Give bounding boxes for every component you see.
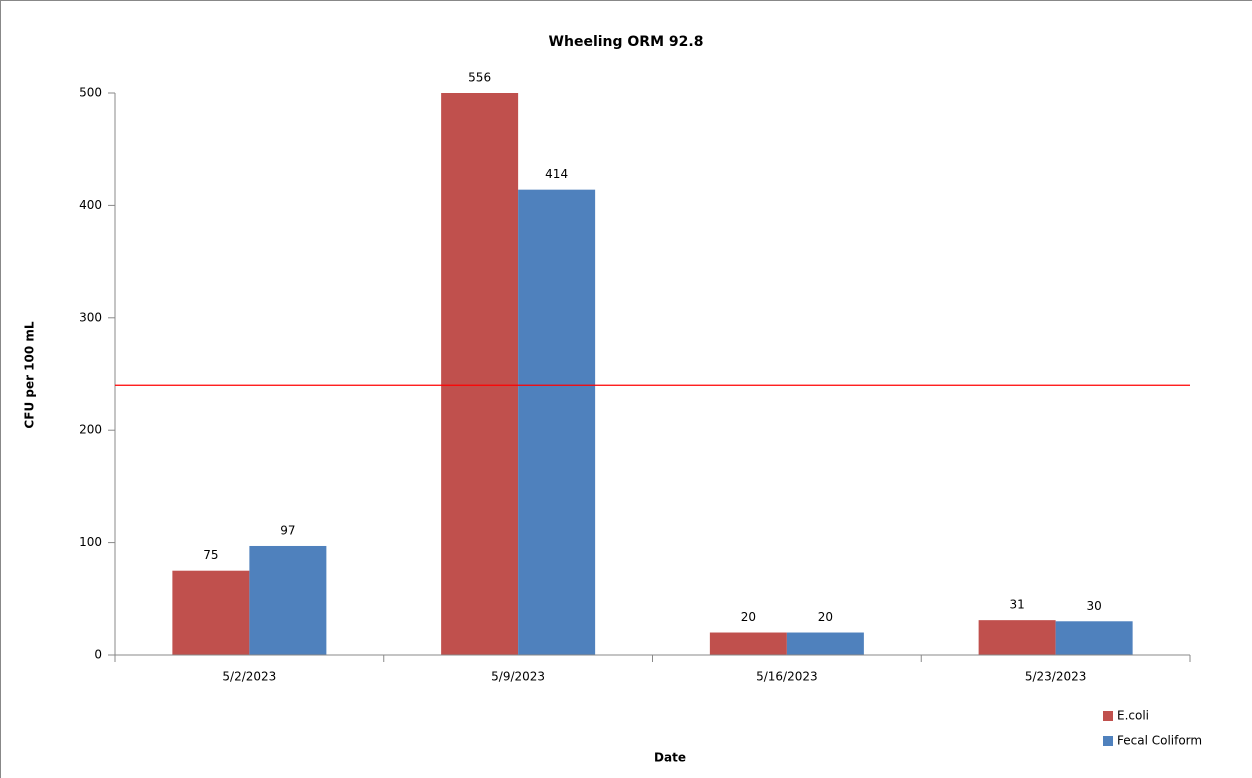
bar: [1055, 621, 1133, 655]
data-label: 75: [203, 548, 218, 562]
legend-swatch: [1103, 736, 1113, 746]
data-label: 556: [468, 71, 491, 85]
data-label: 30: [1086, 599, 1101, 613]
y-tick-label: 400: [79, 198, 102, 212]
bar: [709, 632, 787, 655]
y-axis-label: CFU per 100 mL: [23, 321, 37, 428]
bar: [249, 545, 327, 655]
y-tick-label: 100: [79, 535, 102, 549]
x-axis-label: Date: [654, 751, 686, 765]
bar: [978, 620, 1056, 655]
data-label: 31: [1009, 598, 1024, 612]
y-tick-label: 500: [79, 86, 102, 100]
y-tick-label: 300: [79, 310, 102, 324]
x-tick-label: 5/23/2023: [1025, 670, 1087, 684]
legend-swatch: [1103, 711, 1113, 721]
chart-title: Wheeling ORM 92.8: [549, 34, 704, 50]
bar: [518, 189, 596, 655]
y-tick-label: 200: [79, 423, 102, 437]
bar: [441, 93, 519, 655]
bar: [786, 632, 864, 655]
x-tick-label: 5/2/2023: [222, 670, 276, 684]
bar: [172, 570, 250, 655]
data-label: 414: [545, 167, 568, 181]
legend-label: Fecal Coliform: [1117, 734, 1202, 748]
x-tick-label: 5/16/2023: [756, 670, 818, 684]
legend-label: E.coli: [1117, 709, 1149, 723]
data-label: 97: [280, 523, 295, 537]
data-label: 20: [741, 610, 756, 624]
y-tick-label: 0: [94, 648, 102, 662]
plot-area: [172, 93, 1133, 655]
x-tick-label: 5/9/2023: [491, 670, 545, 684]
data-label: 20: [818, 610, 833, 624]
